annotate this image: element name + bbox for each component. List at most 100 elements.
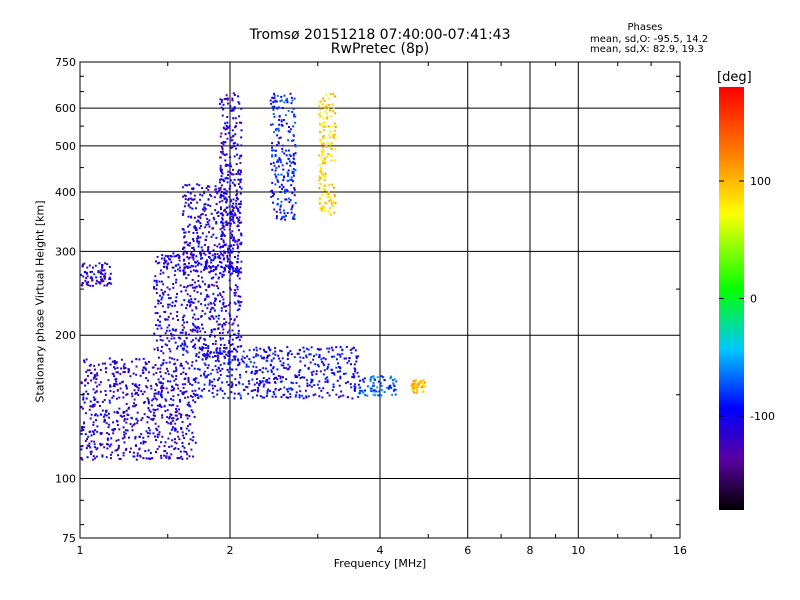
echo-point [191,322,194,325]
echo-point [301,376,304,379]
echo-point [204,207,207,210]
echo-point [283,152,286,155]
echo-point [223,305,226,308]
echo-point [100,269,103,272]
echo-point [322,206,325,209]
echo-point [277,354,280,357]
echo-point [81,282,84,285]
echo-point [178,412,181,415]
echo-point [171,386,174,389]
echo-point [159,454,162,457]
echo-point [184,333,187,336]
echo-point [213,284,216,287]
echo-point [274,155,277,158]
echo-point [106,437,109,440]
echo-point [348,357,351,360]
echo-point [279,190,282,193]
echo-point [320,171,323,174]
echo-point [226,354,229,357]
echo-point [318,198,321,201]
echo-point [227,383,230,386]
echo-point [101,443,104,446]
echo-point [357,375,360,378]
echo-point [237,229,240,232]
echo-point [184,414,187,417]
echo-point [175,410,178,413]
echo-point [222,214,225,217]
echo-point [215,349,218,352]
echo-point [195,285,198,288]
echo-point [157,392,160,395]
echo-point [319,115,322,118]
echo-point [168,356,171,359]
echo-point [320,207,323,210]
echo-point [156,319,159,322]
echo-point [179,266,182,269]
echo-point [196,183,199,186]
echo-point [188,256,191,259]
echo-point [204,338,207,341]
echo-point [99,282,102,285]
echo-point [201,389,204,392]
echo-point [332,106,335,109]
echo-point [165,455,168,458]
echo-point [322,121,325,124]
echo-point [233,319,236,322]
echo-point [291,192,294,195]
echo-point [191,278,194,281]
echo-point [203,252,206,255]
echo-point [373,378,376,381]
echo-point [232,117,235,120]
echo-point [91,430,94,433]
echo-point [145,430,148,433]
echo-point [195,354,198,357]
echo-point [88,369,91,372]
echo-point [158,403,161,406]
echo-point [298,385,301,388]
colorbar-tick-label: 100 [750,175,771,188]
echo-point [85,271,88,274]
echo-point [113,411,116,414]
x-tick-label: 10 [571,544,585,557]
echo-point [231,235,234,238]
echo-point [87,284,90,287]
echo-point [129,422,132,425]
echo-point [95,448,98,451]
echo-point [231,205,234,208]
echo-point [291,180,294,183]
echo-point [235,368,238,371]
echo-point [219,388,222,391]
echo-point [108,416,111,419]
echo-point [256,381,259,384]
echo-point [335,346,338,349]
echo-point [353,388,356,391]
echo-point [219,208,222,211]
echo-point [289,164,292,167]
echo-point [222,241,225,244]
echo-point [307,395,310,398]
echo-point [96,400,99,403]
echo-point [279,377,282,380]
echo-point [196,264,199,267]
echo-point [285,97,288,100]
echo-point [223,198,226,201]
echo-point [144,450,147,453]
echo-point [90,379,93,382]
echo-point [212,270,215,273]
echo-point [214,256,217,259]
echo-point [104,393,107,396]
echo-point [240,232,243,235]
echo-point [188,301,191,304]
echo-point [235,199,238,202]
echo-point [189,405,192,408]
echo-point [155,439,158,442]
echo-point [184,184,187,187]
echo-point [215,222,218,225]
echo-point [208,265,211,268]
echo-point [343,357,346,360]
echo-point [325,94,328,97]
echo-point [193,289,196,292]
echo-point [106,263,109,266]
echo-point [226,213,229,216]
echo-point [230,368,233,371]
